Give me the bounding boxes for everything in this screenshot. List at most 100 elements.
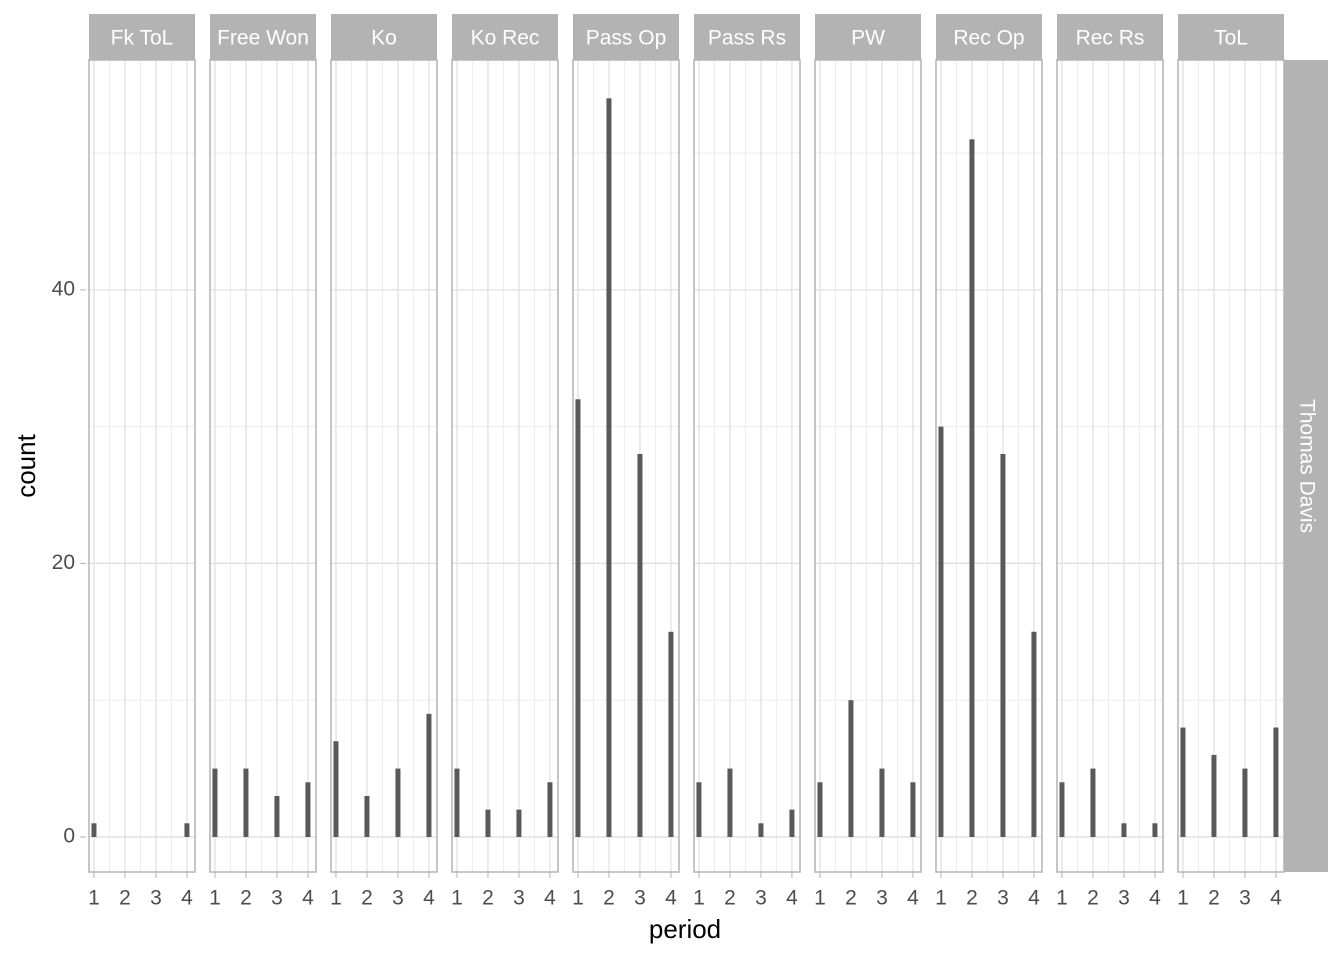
bar xyxy=(364,795,370,837)
facet-label: Rec Op xyxy=(953,27,1024,50)
bar xyxy=(817,782,823,837)
panel-border xyxy=(88,59,196,873)
x-tick-label: 2 xyxy=(240,887,252,910)
x-tick-label: 2 xyxy=(724,887,736,910)
facet-label: Pass Rs xyxy=(708,27,786,50)
bar xyxy=(547,782,553,837)
x-tick-label: 4 xyxy=(907,887,919,910)
x-tick-label: 1 xyxy=(693,887,705,910)
bar xyxy=(243,768,249,837)
bar xyxy=(696,782,702,837)
x-tick-label: 2 xyxy=(1087,887,1099,910)
bar xyxy=(1031,631,1037,837)
facet-label: PW xyxy=(851,27,885,50)
bar xyxy=(305,782,311,837)
facet-strip xyxy=(452,14,558,60)
x-tick-label: 2 xyxy=(845,887,857,910)
x-tick-label: 1 xyxy=(814,887,826,910)
facet-label: Free Won xyxy=(217,27,309,50)
panel-border xyxy=(693,59,801,873)
bar xyxy=(91,823,97,837)
x-tick-label: 4 xyxy=(302,887,314,910)
facet-strip xyxy=(210,14,316,60)
x-tick-label: 4 xyxy=(423,887,435,910)
panel-border xyxy=(209,59,317,873)
x-tick-label: 3 xyxy=(513,887,525,910)
facet-label: Ko xyxy=(371,27,397,50)
bar xyxy=(789,809,795,837)
panel-border xyxy=(330,59,438,873)
panel-border xyxy=(935,59,1043,873)
bar xyxy=(274,795,280,837)
x-tick-label: 3 xyxy=(997,887,1009,910)
y-axis-label: count xyxy=(11,433,41,497)
bar xyxy=(184,823,190,837)
facet-strip xyxy=(573,14,679,60)
x-tick-label: 1 xyxy=(935,887,947,910)
x-tick-label: 2 xyxy=(119,887,131,910)
bar xyxy=(516,809,522,837)
bar xyxy=(668,631,674,837)
x-tick-label: 3 xyxy=(1239,887,1251,910)
facet-strip xyxy=(89,14,195,60)
x-tick-label: 4 xyxy=(181,887,193,910)
bar xyxy=(848,700,854,837)
bar xyxy=(212,768,218,837)
panel-border xyxy=(1177,59,1285,873)
bar xyxy=(879,768,885,837)
x-tick-label: 4 xyxy=(1028,887,1040,910)
bar xyxy=(1242,768,1248,837)
panel-border xyxy=(451,59,559,873)
x-tick-label: 4 xyxy=(665,887,677,910)
x-tick-label: 2 xyxy=(482,887,494,910)
bar xyxy=(333,741,339,837)
bar xyxy=(606,98,612,837)
x-tick-label: 1 xyxy=(209,887,221,910)
facet-strip xyxy=(331,14,437,60)
bar xyxy=(1152,823,1158,837)
facet-label: Fk ToL xyxy=(111,27,174,50)
bar xyxy=(758,823,764,837)
row-strip xyxy=(1284,60,1328,872)
x-tick-label: 3 xyxy=(755,887,767,910)
x-tick-label: 4 xyxy=(1149,887,1161,910)
x-tick-label: 1 xyxy=(572,887,584,910)
bar xyxy=(426,713,432,837)
bar xyxy=(485,809,491,837)
row-strip-label: Thomas Davis xyxy=(1295,399,1318,533)
facet-strip xyxy=(815,14,921,60)
x-tick-label: 3 xyxy=(392,887,404,910)
x-tick-label: 3 xyxy=(634,887,646,910)
facet-label: Rec Rs xyxy=(1076,27,1145,50)
panel-border xyxy=(814,59,922,873)
x-tick-label: 2 xyxy=(361,887,373,910)
x-tick-label: 3 xyxy=(876,887,888,910)
facet-label: ToL xyxy=(1214,27,1248,50)
bar xyxy=(575,399,581,837)
facet-strip xyxy=(1057,14,1163,60)
bar xyxy=(637,453,643,837)
panel-border xyxy=(1056,59,1164,873)
x-tick-label: 2 xyxy=(966,887,978,910)
facet-strip xyxy=(694,14,800,60)
facet-label: Ko Rec xyxy=(471,27,540,50)
bar xyxy=(395,768,401,837)
bar xyxy=(454,768,460,837)
x-tick-label: 1 xyxy=(1056,887,1068,910)
x-tick-label: 1 xyxy=(451,887,463,910)
bar xyxy=(1273,727,1279,837)
x-tick-label: 3 xyxy=(1118,887,1130,910)
bar xyxy=(969,139,975,837)
x-tick-label: 1 xyxy=(88,887,100,910)
bar xyxy=(727,768,733,837)
x-tick-label: 1 xyxy=(1177,887,1189,910)
x-tick-label: 3 xyxy=(271,887,283,910)
facet-label: Pass Op xyxy=(586,27,667,50)
panel-border xyxy=(572,59,680,873)
bar xyxy=(1211,754,1217,837)
x-tick-label: 1 xyxy=(330,887,342,910)
bar xyxy=(1059,782,1065,837)
facet-strip xyxy=(1178,14,1284,60)
x-tick-label: 3 xyxy=(150,887,162,910)
